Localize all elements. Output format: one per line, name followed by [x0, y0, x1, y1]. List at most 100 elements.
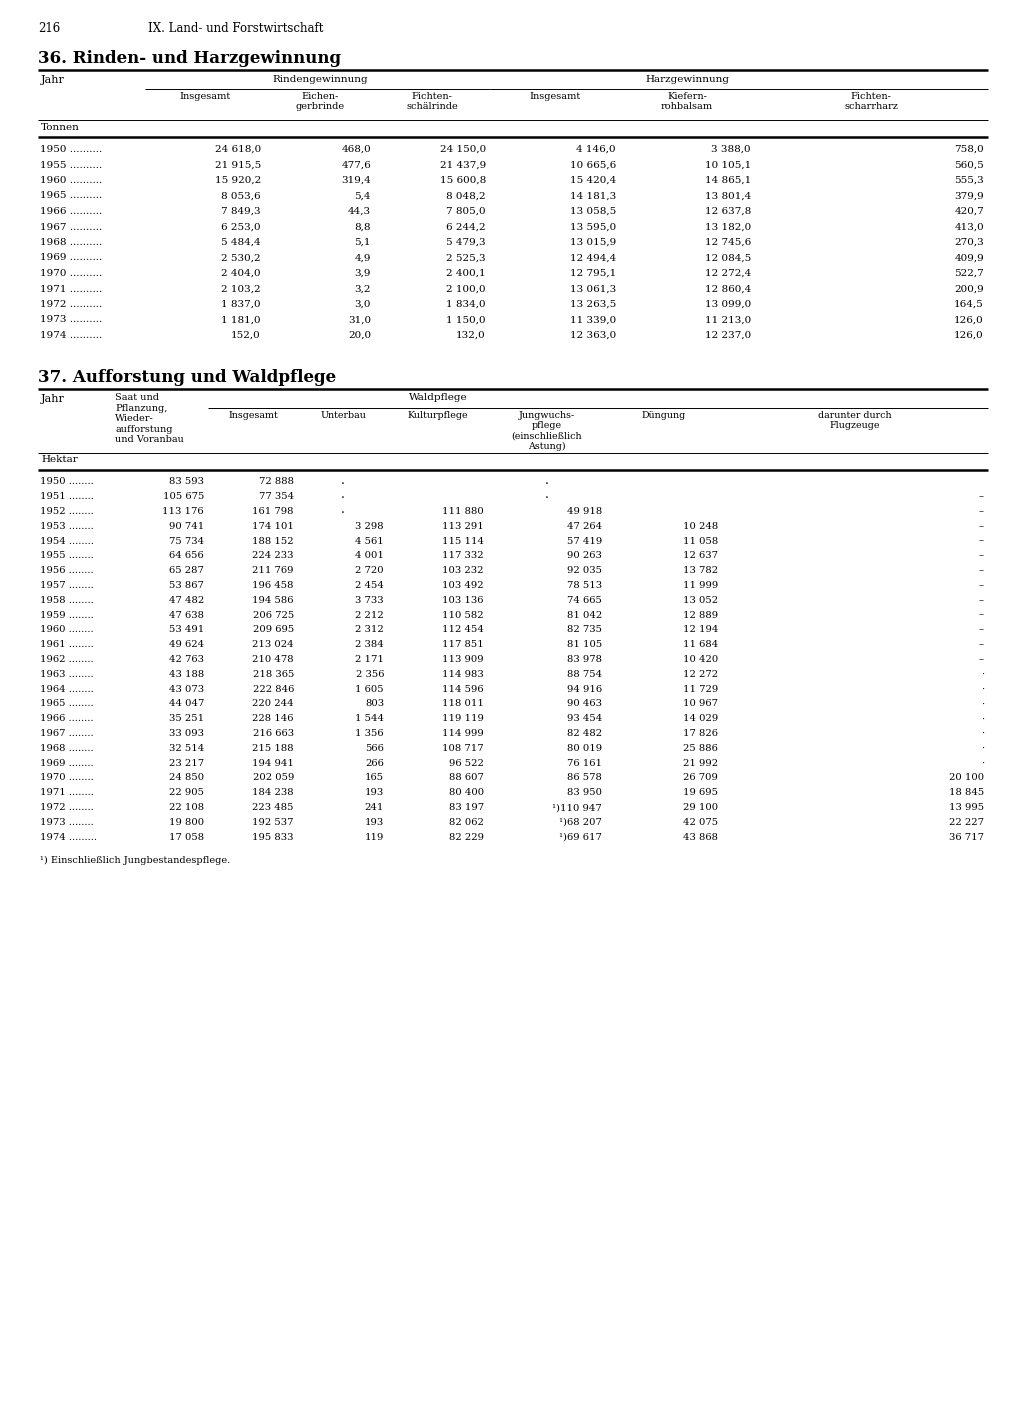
Text: 1955 ........: 1955 ........	[40, 551, 94, 561]
Text: –: –	[979, 656, 984, 664]
Text: 224 233: 224 233	[253, 551, 294, 561]
Text: 1 181,0: 1 181,0	[221, 315, 261, 325]
Text: 17 058: 17 058	[169, 832, 204, 842]
Text: 3,2: 3,2	[354, 284, 371, 294]
Text: Kiefern-
rohbalsam: Kiefern- rohbalsam	[660, 92, 713, 112]
Text: 2 384: 2 384	[355, 640, 384, 650]
Text: 194 941: 194 941	[252, 759, 294, 767]
Text: 6 244,2: 6 244,2	[446, 222, 486, 232]
Text: 2 171: 2 171	[355, 656, 384, 664]
Text: 12 272: 12 272	[683, 670, 718, 678]
Text: 44 047: 44 047	[169, 699, 204, 708]
Text: 11 339,0: 11 339,0	[569, 315, 616, 325]
Text: Insgesamt: Insgesamt	[179, 92, 230, 100]
Text: Harzgewinnung: Harzgewinnung	[645, 75, 729, 83]
Text: 115 114: 115 114	[442, 537, 484, 545]
Text: Hektar: Hektar	[41, 455, 78, 465]
Text: –: –	[979, 551, 984, 561]
Text: 43 188: 43 188	[169, 670, 204, 678]
Text: 110 582: 110 582	[442, 610, 484, 620]
Text: 1970 ..........: 1970 ..........	[40, 268, 102, 278]
Text: Fichten-
schälrinde: Fichten- schälrinde	[407, 92, 458, 112]
Text: 44,3: 44,3	[348, 206, 371, 216]
Text: Eichen-
gerbrinde: Eichen- gerbrinde	[296, 92, 344, 112]
Text: 13 263,5: 13 263,5	[569, 300, 616, 309]
Text: 1961 ........: 1961 ........	[40, 640, 94, 650]
Text: 1962 ........: 1962 ........	[40, 656, 93, 664]
Text: 15 600,8: 15 600,8	[439, 177, 486, 185]
Text: Jahr: Jahr	[41, 393, 65, 404]
Text: 200,9: 200,9	[954, 284, 984, 294]
Text: 10 420: 10 420	[683, 656, 718, 664]
Text: 24 618,0: 24 618,0	[215, 146, 261, 154]
Text: ·: ·	[545, 478, 549, 490]
Text: 413,0: 413,0	[954, 222, 984, 232]
Text: 10 248: 10 248	[683, 521, 718, 531]
Text: 1960 ........: 1960 ........	[40, 626, 93, 634]
Text: 228 146: 228 146	[253, 715, 294, 723]
Text: 81 042: 81 042	[566, 610, 602, 620]
Text: 2 100,0: 2 100,0	[446, 284, 486, 294]
Text: 1950 ........: 1950 ........	[40, 478, 94, 486]
Text: 270,3: 270,3	[954, 237, 984, 247]
Text: 1970 ........: 1970 ........	[40, 773, 94, 783]
Text: 33 093: 33 093	[169, 729, 204, 738]
Text: 566: 566	[366, 743, 384, 753]
Text: 164,5: 164,5	[954, 300, 984, 309]
Text: 10 105,1: 10 105,1	[705, 161, 751, 170]
Text: 94 916: 94 916	[567, 685, 602, 694]
Text: 2 400,1: 2 400,1	[446, 268, 486, 278]
Text: 23 217: 23 217	[169, 759, 204, 767]
Text: ·: ·	[981, 699, 984, 708]
Text: 1952 ........: 1952 ........	[40, 507, 94, 516]
Text: 193: 193	[365, 818, 384, 827]
Text: 42 075: 42 075	[683, 818, 718, 827]
Text: 119: 119	[365, 832, 384, 842]
Text: 57 419: 57 419	[566, 537, 602, 545]
Text: Fichten-
scharrharz: Fichten- scharrharz	[844, 92, 898, 112]
Text: 12 860,4: 12 860,4	[705, 284, 751, 294]
Text: 113 176: 113 176	[163, 507, 204, 516]
Text: 103 492: 103 492	[442, 581, 484, 591]
Text: 5,1: 5,1	[354, 237, 371, 247]
Text: 1974 .........: 1974 .........	[40, 832, 97, 842]
Text: ·: ·	[981, 759, 984, 767]
Text: 2 525,3: 2 525,3	[446, 253, 486, 263]
Text: 49 624: 49 624	[169, 640, 204, 650]
Text: 4 146,0: 4 146,0	[577, 146, 616, 154]
Text: 1965 ........: 1965 ........	[40, 699, 93, 708]
Text: 7 805,0: 7 805,0	[446, 206, 486, 216]
Text: 20,0: 20,0	[348, 331, 371, 341]
Text: 220 244: 220 244	[252, 699, 294, 708]
Text: 2 212: 2 212	[355, 610, 384, 620]
Text: 2 103,2: 2 103,2	[221, 284, 261, 294]
Text: Düngung: Düngung	[642, 411, 686, 420]
Text: 29 100: 29 100	[683, 803, 718, 812]
Text: 12 084,5: 12 084,5	[705, 253, 751, 263]
Text: 3 388,0: 3 388,0	[712, 146, 751, 154]
Text: 222 846: 222 846	[253, 685, 294, 694]
Text: ¹) Einschließlich Jungbestandespflege.: ¹) Einschließlich Jungbestandespflege.	[40, 855, 230, 865]
Text: 126,0: 126,0	[954, 331, 984, 341]
Text: 82 482: 82 482	[567, 729, 602, 738]
Text: 12 237,0: 12 237,0	[705, 331, 751, 341]
Text: 113 909: 113 909	[442, 656, 484, 664]
Text: 152,0: 152,0	[231, 331, 261, 341]
Text: 4,9: 4,9	[354, 253, 371, 263]
Text: 1964 ........: 1964 ........	[40, 685, 94, 694]
Text: 81 105: 81 105	[566, 640, 602, 650]
Text: 96 522: 96 522	[450, 759, 484, 767]
Text: 88 754: 88 754	[567, 670, 602, 678]
Text: 3,0: 3,0	[354, 300, 371, 309]
Text: 26 709: 26 709	[683, 773, 718, 783]
Text: 555,3: 555,3	[954, 177, 984, 185]
Text: 65 287: 65 287	[169, 567, 204, 575]
Text: 15 920,2: 15 920,2	[215, 177, 261, 185]
Text: 188 152: 188 152	[252, 537, 294, 545]
Text: 14 865,1: 14 865,1	[705, 177, 751, 185]
Text: 1956 ........: 1956 ........	[40, 567, 93, 575]
Text: 118 011: 118 011	[442, 699, 484, 708]
Text: 1966 ........: 1966 ........	[40, 715, 93, 723]
Text: –: –	[979, 537, 984, 545]
Text: 132,0: 132,0	[457, 331, 486, 341]
